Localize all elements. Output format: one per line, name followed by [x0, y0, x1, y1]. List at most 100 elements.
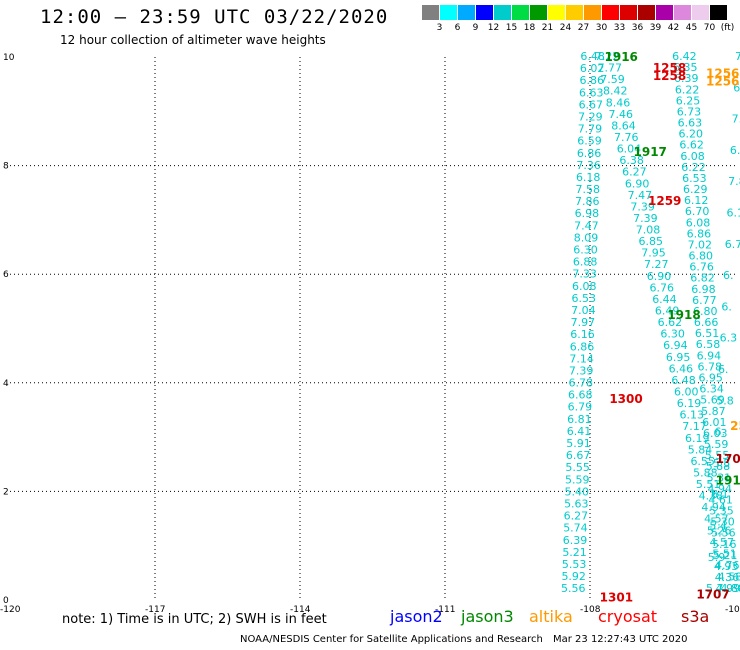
- color-scale-label: 30: [595, 23, 608, 33]
- wave-height-value: 7.79: [578, 123, 603, 136]
- wave-height-value: 5.55: [705, 449, 730, 462]
- wave-height-value: 6.86: [579, 74, 604, 87]
- wave-height-value: 6.17: [726, 207, 740, 220]
- wave-height-value: 4.94: [708, 482, 733, 495]
- pass-time-label: 1256: [706, 66, 739, 80]
- wave-height-value: 4.93: [714, 560, 739, 573]
- wave-height-value: 6.76: [649, 281, 674, 294]
- color-swatch: [638, 5, 655, 20]
- wave-height-value: 7.27: [644, 258, 669, 271]
- wave-height-value: 6.19: [685, 432, 710, 445]
- wave-height-value: 6.: [721, 300, 732, 313]
- wave-height-value: 6.1: [711, 488, 729, 501]
- wave-height-value: 6.18: [576, 171, 601, 184]
- pass-time-label: 1917: [634, 145, 667, 159]
- color-scale-label: 15: [505, 23, 518, 33]
- wave-height-value: 7.47: [574, 219, 599, 232]
- wave-height-value: 6.08: [686, 216, 711, 229]
- wave-height-value: 4.61: [708, 493, 733, 506]
- wave-height-value: 5.51: [712, 547, 737, 560]
- wave-height-value: 6.19: [677, 397, 702, 410]
- wave-height-value: 5.92: [561, 570, 586, 583]
- wave-height-value: 6.80: [693, 305, 718, 318]
- wave-height-value: 5.4: [709, 520, 727, 533]
- wave-height-value: 7.39: [569, 364, 594, 377]
- footer-note: note: 1) Time is in UTC; 2) SWH is in fe…: [62, 612, 327, 627]
- wave-height-value: 6.85: [639, 235, 664, 248]
- wave-height-value: 5.55: [565, 461, 590, 474]
- color-swatch: [476, 5, 493, 20]
- wave-height-value: 7.76: [614, 131, 639, 144]
- wave-height-value: 6.68: [568, 389, 593, 402]
- wave-height-value: 6.12: [684, 194, 709, 207]
- wave-height-value: 6.13: [680, 409, 705, 422]
- wave-height-value: 6.00: [674, 385, 699, 398]
- wave-height-value: 5.87: [701, 405, 726, 418]
- pass-time-label: 1301: [600, 590, 633, 604]
- wave-height-value: 6.03: [703, 427, 728, 440]
- wave-height-value: 6.95: [698, 372, 723, 385]
- wave-height-value: 5.56: [711, 527, 736, 540]
- wave-height-value: 5.53: [562, 558, 587, 571]
- wave-height-value: 5.35: [709, 505, 734, 518]
- wave-height-value: 6.: [718, 363, 729, 376]
- wave-height-value: 6.: [730, 144, 740, 157]
- color-scale-label: 6: [454, 23, 461, 33]
- pass-time-label: 1258: [653, 61, 686, 75]
- wave-height-value: 6.27: [622, 166, 647, 179]
- wave-height-value: 6.67: [579, 98, 604, 111]
- wave-height-value: 4.57: [710, 536, 735, 549]
- wave-height-value: 6.86: [577, 147, 602, 160]
- y-tick-label: 6: [3, 270, 9, 280]
- wave-height-value: 8.09: [574, 231, 599, 244]
- wave-height-value: 6.63: [579, 86, 604, 99]
- wave-height-value: 6.78: [568, 377, 593, 390]
- wave-height-value: 6.94: [663, 339, 688, 352]
- wave-height-value: 6.20: [679, 128, 704, 141]
- wave-height-value: 6.48: [580, 50, 605, 63]
- color-scale-label: 12: [487, 23, 500, 33]
- wave-height-value: 6.86: [570, 340, 595, 353]
- color-scale-label: 33: [613, 23, 626, 33]
- wave-height-value: 6.62: [679, 139, 704, 152]
- wave-height-value: 6.01: [702, 416, 727, 429]
- y-tick-label: 10: [3, 53, 15, 63]
- wave-height-value: 5.56: [561, 582, 586, 595]
- wave-height-value: 5.7: [706, 582, 724, 595]
- wave-height-value: 4.99: [716, 582, 740, 595]
- wave-height-value: 6.98: [575, 207, 600, 220]
- x-tick-label: -10: [725, 605, 740, 615]
- color-scale-label: 27: [577, 23, 590, 33]
- wave-height-value: 7.08: [636, 224, 661, 237]
- wave-height-value: 5.59: [565, 473, 590, 486]
- color-scale-label: 36: [631, 23, 644, 33]
- wave-height-value: 6.81: [567, 413, 592, 426]
- wave-height-value: 4.88: [721, 582, 740, 595]
- pass-time-label: 1707: [696, 588, 729, 602]
- pass-time-label: 1916: [605, 50, 638, 64]
- wave-height-value: 8.64: [611, 119, 636, 132]
- color-scale-label: 42: [667, 23, 680, 33]
- wave-height-value: 7.33: [572, 268, 597, 281]
- wave-height-value: 6.02: [580, 62, 605, 75]
- color-swatch: [602, 5, 619, 20]
- pass-time-label: 25: [730, 419, 740, 433]
- satellite-name: cryosat: [598, 607, 658, 626]
- wave-height-value: 6.86: [687, 227, 712, 240]
- wave-height-value: 7.: [735, 50, 740, 63]
- pass-time-label: 1918: [667, 308, 700, 322]
- wave-height-value: 6.22: [681, 161, 706, 174]
- satellite-name: s3a: [681, 607, 710, 626]
- wave-height-value: 6.22: [675, 83, 700, 96]
- wave-height-value: 5.88: [693, 466, 718, 479]
- pass-time-label: 1300: [609, 392, 642, 406]
- color-scale-label: 21: [541, 23, 554, 33]
- wave-height-value: 4.58: [718, 571, 740, 584]
- color-scale-label: 18: [523, 23, 536, 33]
- wave-height-value: 6.90: [647, 270, 672, 283]
- color-scale-label: 3: [436, 23, 443, 33]
- wave-height-value: 6.55: [690, 455, 715, 468]
- credit-text: NOAA/NESDIS Center for Satellite Applica…: [240, 634, 543, 645]
- wave-height-value: 6.44: [652, 293, 677, 306]
- wave-height-value: 6.3: [720, 332, 738, 345]
